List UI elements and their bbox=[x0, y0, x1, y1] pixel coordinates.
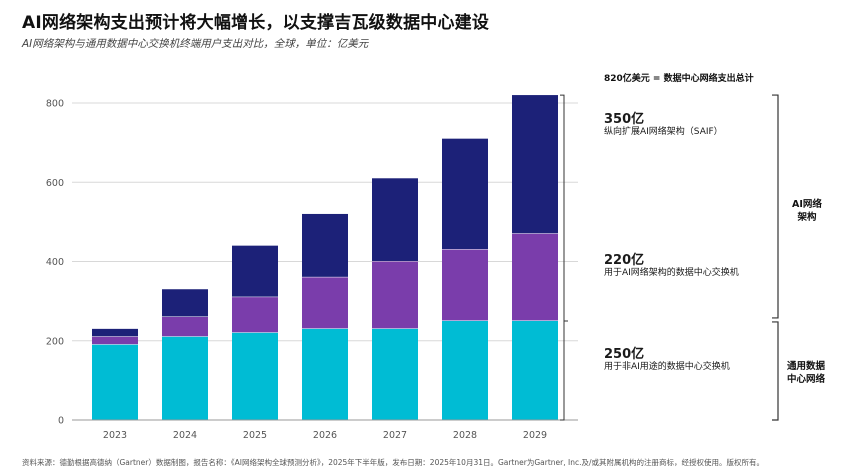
x-tick-label: 2029 bbox=[523, 430, 547, 441]
general-network-bracket bbox=[772, 321, 779, 421]
bar-segment-2029-2 bbox=[512, 95, 558, 234]
total-bracket bbox=[560, 94, 568, 421]
bar-segment-2028-2 bbox=[442, 138, 488, 250]
y-tick-label: 600 bbox=[46, 178, 64, 189]
bar-segment-2023-2 bbox=[92, 328, 138, 337]
x-tick-label: 2027 bbox=[383, 430, 407, 441]
bar-segment-2027-2 bbox=[372, 178, 418, 261]
bar-segment-2029-1 bbox=[512, 233, 558, 321]
saif-value: 350亿 bbox=[604, 112, 645, 127]
x-tick-label: 2026 bbox=[313, 430, 337, 441]
bar-segment-2027-0 bbox=[372, 328, 418, 420]
bar-segment-2024-0 bbox=[162, 336, 208, 420]
y-tick-label: 800 bbox=[46, 99, 64, 110]
ai-switch-desc: 用于AI网络架构的数据中心交换机 bbox=[604, 268, 739, 278]
chart-subtitle: AI网络架构与通用数据中心交换机终端用户支出对比，全球，单位：亿美元 bbox=[22, 38, 369, 50]
bar-segment-2024-2 bbox=[162, 289, 208, 317]
y-tick-label: 400 bbox=[46, 257, 64, 268]
y-tick-label: 200 bbox=[46, 336, 64, 347]
ai-fabric-group-line1: AI网络 bbox=[792, 199, 822, 210]
bar-segment-2025-1 bbox=[232, 297, 278, 333]
general-network-group-line1: 通用数据 bbox=[786, 361, 825, 372]
total-label: 820亿美元 = 数据中心网络支出总计 bbox=[604, 74, 754, 84]
ai-fabric-group-line2: 架构 bbox=[797, 212, 817, 223]
ai-switch-value: 220亿 bbox=[604, 253, 645, 268]
bar-segment-2025-0 bbox=[232, 332, 278, 420]
bar-segment-2023-0 bbox=[92, 344, 138, 420]
saif-desc: 纵向扩展AI网络架构（SAIF） bbox=[604, 127, 723, 137]
bar-segment-2026-2 bbox=[302, 213, 348, 277]
bar-segment-2025-2 bbox=[232, 245, 278, 297]
x-tick-label: 2025 bbox=[243, 430, 267, 441]
chart-title: AI网络架构支出预计将大幅增长，以支撑吉瓦级数据中心建设 bbox=[22, 13, 490, 33]
y-tick-label: 0 bbox=[58, 416, 64, 427]
bar-segment-2026-1 bbox=[302, 277, 348, 329]
bar-segment-2024-1 bbox=[162, 316, 208, 337]
general-network-group-label: 通用数据 中心网络 bbox=[776, 360, 836, 386]
bar-segment-2027-1 bbox=[372, 261, 418, 329]
non-ai-switch-desc: 用于非AI用途的数据中心交换机 bbox=[604, 362, 730, 372]
bar-segment-2028-1 bbox=[442, 249, 488, 321]
source-note: 资料来源：德勤根据高德纳（Gartner）数据制图，报告名称：《AI网络架构全球… bbox=[22, 458, 765, 467]
ai-fabric-group-label: AI网络 架构 bbox=[782, 198, 832, 224]
x-tick-label: 2028 bbox=[453, 430, 477, 441]
bar-segment-2026-0 bbox=[302, 328, 348, 420]
non-ai-switch-value: 250亿 bbox=[604, 347, 645, 362]
ai-fabric-bracket bbox=[772, 94, 779, 319]
bar-segment-2029-0 bbox=[512, 320, 558, 420]
x-tick-label: 2024 bbox=[173, 430, 197, 441]
bar-segment-2028-0 bbox=[442, 320, 488, 420]
bar-segment-2023-1 bbox=[92, 336, 138, 345]
general-network-group-line2: 中心网络 bbox=[786, 374, 825, 385]
x-tick-label: 2023 bbox=[103, 430, 127, 441]
